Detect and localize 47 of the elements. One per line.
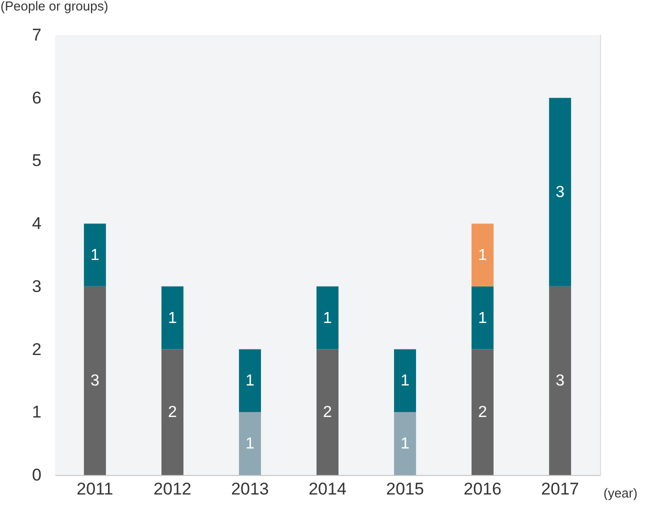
bar — [394, 349, 416, 412]
bar — [238, 349, 261, 412]
data-label: 1 — [478, 310, 488, 327]
data-label: 1 — [246, 372, 255, 390]
data-label: 2 — [168, 404, 177, 422]
bar — [316, 349, 338, 475]
bar — [84, 286, 106, 475]
bar — [316, 286, 338, 350]
y-tick-label: 0 — [32, 466, 42, 484]
y-tick-label: 3 — [32, 276, 42, 296]
x-tick-label: 2014 — [308, 480, 346, 498]
y-tick-label: 5 — [32, 151, 42, 170]
x-axis-title: (year) — [604, 486, 638, 500]
data-label: 3 — [556, 184, 565, 202]
data-label: 2 — [478, 404, 488, 422]
bar — [549, 98, 572, 286]
y-tick-label: 2 — [32, 340, 42, 359]
data-label: 1 — [400, 372, 410, 390]
data-label: 1 — [246, 436, 255, 453]
data-label: 1 — [478, 247, 488, 264]
data-label: 3 — [90, 372, 100, 390]
x-tick-label: 2017 — [541, 480, 579, 498]
data-label: 1 — [168, 310, 177, 327]
bar — [549, 286, 572, 475]
x-tick-label: 2012 — [154, 480, 192, 498]
bar — [472, 349, 494, 475]
bar — [161, 349, 184, 475]
bar — [472, 224, 494, 286]
y-tick-label: 7 — [32, 26, 42, 44]
data-label: 1 — [323, 310, 332, 327]
data-label: 3 — [556, 372, 565, 390]
x-tick-label: 2013 — [231, 480, 269, 498]
data-label: 1 — [400, 436, 410, 453]
data-label: 2 — [323, 404, 332, 422]
bar — [161, 286, 184, 350]
x-tick-label: 2016 — [464, 480, 502, 498]
bar — [394, 412, 416, 475]
y-axis-title: (People or groups) — [0, 0, 108, 14]
bar — [84, 224, 106, 286]
y-tick-label: 6 — [32, 88, 42, 108]
y-tick-label: 4 — [32, 214, 42, 234]
data-label: 1 — [90, 247, 100, 264]
x-tick-label: 2011 — [76, 480, 114, 498]
x-tick-label: 2015 — [386, 480, 424, 498]
bar — [238, 412, 261, 475]
y-tick-label: 1 — [32, 402, 42, 422]
bar — [472, 286, 494, 350]
